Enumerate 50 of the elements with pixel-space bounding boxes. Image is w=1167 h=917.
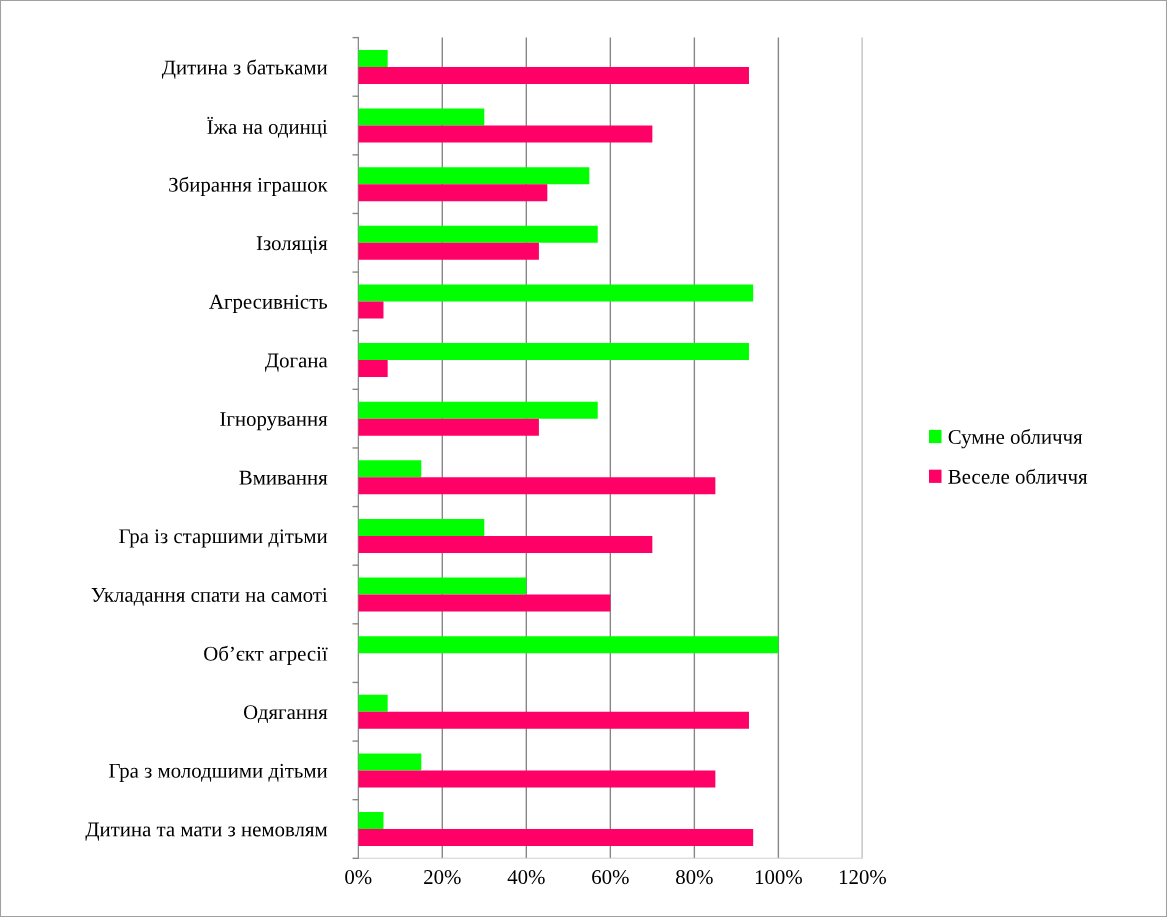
- y-tick-label: Догана: [265, 353, 328, 372]
- x-tick-label: 0%: [345, 870, 372, 885]
- x-tick-label: 40%: [507, 870, 545, 885]
- bar: [358, 225, 598, 243]
- y-tick-label: Гра із старшими дітьми: [119, 529, 328, 548]
- y-tick-label: Дитина з батьками: [161, 59, 328, 79]
- bar: [358, 711, 749, 729]
- bar: [358, 518, 485, 536]
- bar: [358, 829, 754, 846]
- bar: [358, 49, 388, 67]
- bar: [358, 636, 779, 654]
- y-tick-label: Збирання іграшок: [169, 176, 328, 197]
- y-tick-label: Одягання: [243, 705, 328, 724]
- y-tick-label: Дитина та мати з немовлям: [85, 822, 328, 841]
- bar: [358, 812, 384, 829]
- bar: [358, 66, 749, 84]
- y-tick-label: Вмивання: [239, 470, 328, 485]
- x-tick-label: 60%: [592, 870, 629, 885]
- y-tick-label: Об’єкт агресії: [204, 645, 328, 666]
- x-tick-label: 100%: [755, 870, 802, 885]
- bar: [358, 594, 611, 612]
- y-tick-label: Гра з молодшими дітьми: [109, 763, 328, 783]
- bar: [358, 343, 749, 361]
- legend-label: Веселе обличчя: [948, 468, 1088, 484]
- bar: [358, 167, 590, 185]
- x-tick-label: 120%: [839, 870, 887, 885]
- bar: [358, 577, 527, 595]
- bar: [358, 108, 485, 126]
- y-tick-label: Укладання спати на самоті: [91, 587, 328, 606]
- bar: [358, 477, 716, 495]
- y-tick-label: Ізоляція: [256, 236, 328, 255]
- y-tick-label: Їжа на одинці: [207, 116, 328, 138]
- bar: [358, 360, 388, 378]
- bar: [358, 242, 539, 260]
- bar: [358, 460, 422, 478]
- bar: [358, 418, 539, 436]
- bar: [358, 401, 598, 419]
- x-tick-label: 80%: [676, 870, 713, 885]
- bar: [358, 284, 754, 302]
- bar: [358, 301, 384, 319]
- y-tick-label: Агресивність: [209, 294, 328, 314]
- bar: [358, 694, 388, 712]
- legend-label: Сумне обличчя: [948, 428, 1083, 449]
- x-tick-label: 20%: [424, 870, 461, 885]
- bar: [358, 184, 548, 202]
- bar: [358, 770, 716, 788]
- y-tick-label: Ігнорування: [220, 412, 328, 431]
- bar: [358, 535, 653, 553]
- bar: [358, 753, 422, 771]
- bar: [358, 125, 653, 143]
